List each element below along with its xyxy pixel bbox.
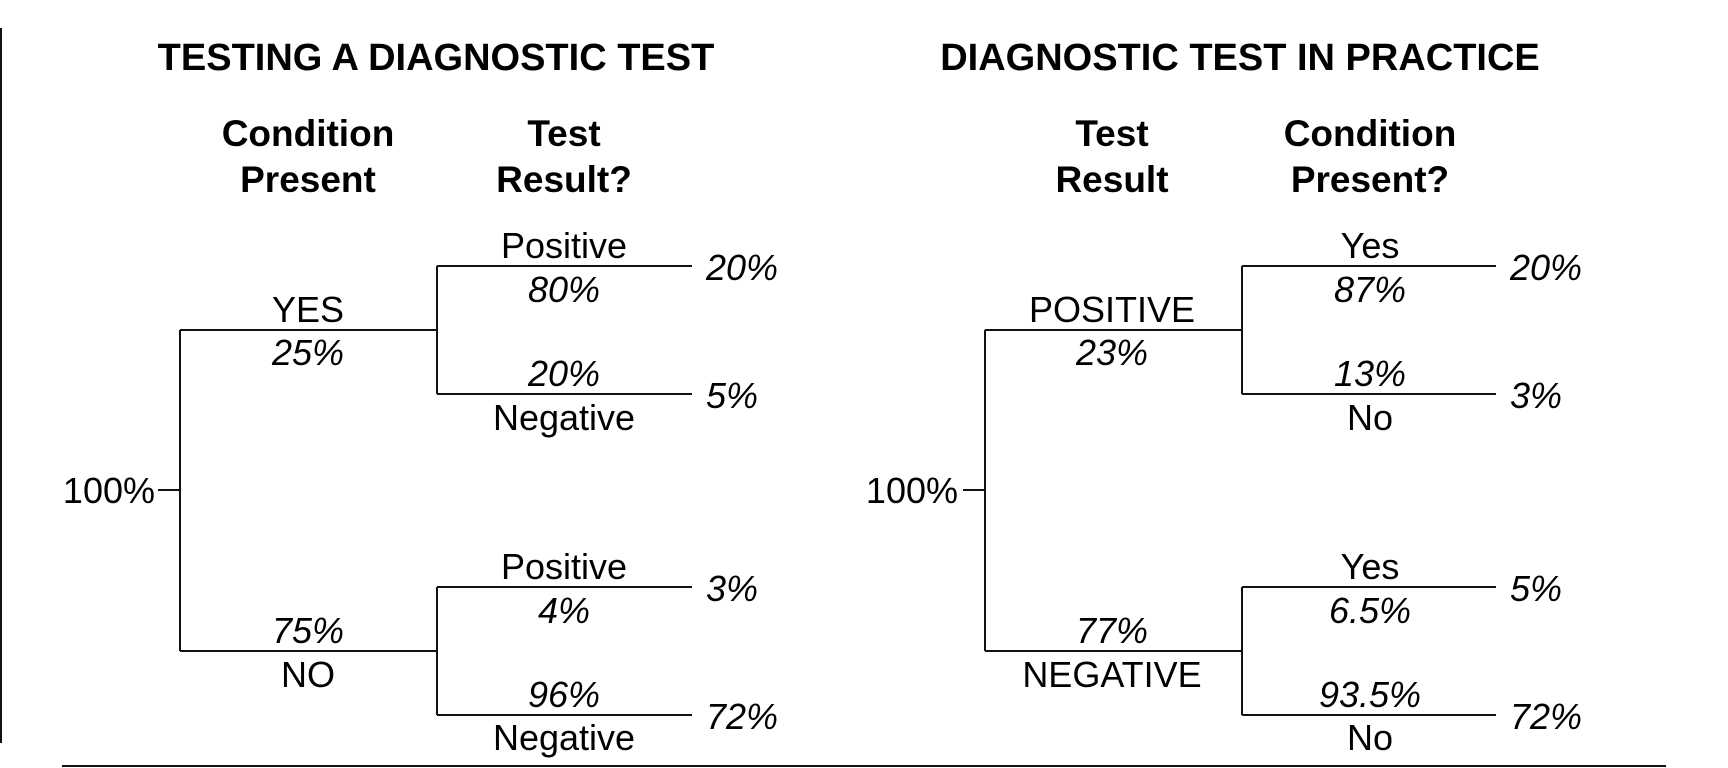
left-no-positive-pct: 4% (538, 590, 590, 631)
left-yes-positive-label: Positive (501, 225, 627, 266)
left-tree: TESTING A DIAGNOSTIC TEST Condition Pres… (63, 37, 778, 758)
left-col1-header-line2: Present (240, 159, 376, 200)
right-positive-yes-label: Yes (1341, 225, 1400, 266)
right-positive-label: POSITIVE (1029, 289, 1195, 330)
right-negative-no-pct: 93.5% (1319, 674, 1421, 715)
left-col1-header-line1: Condition (222, 113, 395, 154)
left-col2-header-line1: Test (527, 113, 600, 154)
right-negative-no-label: No (1347, 717, 1393, 758)
right-negative-label: NEGATIVE (1022, 654, 1201, 695)
left-no-positive-final: 3% (706, 568, 758, 609)
right-negative-yes-label: Yes (1341, 546, 1400, 587)
left-yes-negative-pct: 20% (527, 353, 600, 394)
left-yes-negative-final: 5% (706, 375, 758, 416)
left-no-negative-final: 72% (706, 696, 778, 737)
left-no-negative-label: Negative (493, 717, 635, 758)
right-positive-no-final: 3% (1510, 375, 1562, 416)
left-root-label: 100% (63, 470, 155, 511)
right-positive-yes-pct: 87% (1334, 269, 1406, 310)
right-col1-header-line2: Result (1055, 159, 1168, 200)
left-yes-label: YES (272, 289, 344, 330)
left-no-negative-pct: 96% (528, 674, 600, 715)
right-positive-pct: 23% (1075, 332, 1148, 373)
right-positive-no-label: No (1347, 397, 1393, 438)
left-no-positive-label: Positive (501, 546, 627, 587)
right-positive-no-pct: 13% (1334, 353, 1406, 394)
left-tree-title: TESTING A DIAGNOSTIC TEST (158, 37, 715, 79)
right-negative-no-final: 72% (1510, 696, 1582, 737)
right-tree: DIAGNOSTIC TEST IN PRACTICE Test Result … (866, 37, 1582, 758)
left-no-label: NO (281, 654, 335, 695)
left-yes-positive-final: 20% (705, 247, 778, 288)
right-root-label: 100% (866, 470, 958, 511)
right-negative-yes-final: 5% (1510, 568, 1562, 609)
left-no-pct: 75% (272, 610, 344, 651)
right-col2-header-line1: Condition (1284, 113, 1457, 154)
right-positive-yes-final: 20% (1509, 247, 1582, 288)
left-yes-positive-pct: 80% (528, 269, 600, 310)
left-col2-header-line2: Result? (496, 159, 632, 200)
left-yes-pct: 25% (271, 332, 344, 373)
right-col1-header-line1: Test (1075, 113, 1148, 154)
right-negative-yes-pct: 6.5% (1329, 590, 1411, 631)
right-negative-pct: 77% (1076, 610, 1148, 651)
left-yes-negative-label: Negative (493, 397, 635, 438)
right-tree-title: DIAGNOSTIC TEST IN PRACTICE (940, 37, 1540, 79)
right-col2-header-line2: Present? (1291, 159, 1449, 200)
